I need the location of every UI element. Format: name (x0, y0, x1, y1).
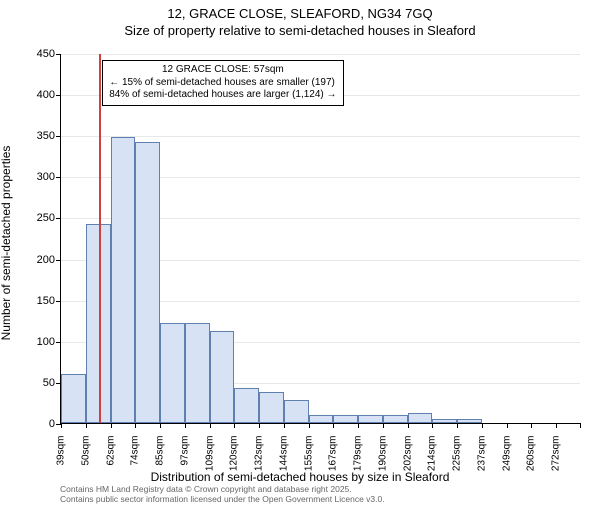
xtick-mark (457, 423, 458, 428)
histogram-bar (210, 331, 235, 423)
histogram-bar (284, 400, 309, 423)
histogram-bar (358, 415, 383, 423)
xtick-label: 225sqm (452, 436, 463, 486)
xtick-label: 144sqm (278, 436, 289, 486)
xtick-label: 50sqm (80, 436, 91, 486)
xtick-label: 202sqm (402, 436, 413, 486)
xtick-mark (185, 423, 186, 428)
annotation-line3: 84% of semi-detached houses are larger (… (109, 89, 336, 102)
xtick-label: 74sqm (130, 436, 141, 486)
histogram-bar (383, 415, 408, 423)
xtick-mark (234, 423, 235, 428)
xtick-mark (61, 423, 62, 428)
chart-title-sub: Size of property relative to semi-detach… (0, 23, 600, 38)
xtick-label: 167sqm (328, 436, 339, 486)
histogram-bar (234, 388, 259, 423)
annotation-line1: 12 GRACE CLOSE: 57sqm (109, 64, 336, 77)
xtick-label: 260sqm (526, 436, 537, 486)
xtick-mark (358, 423, 359, 428)
xtick-mark (86, 423, 87, 428)
xtick-label: 85sqm (155, 436, 166, 486)
ytick-label: 0 (15, 418, 55, 430)
xtick-mark (556, 423, 557, 428)
xtick-label: 39sqm (56, 436, 67, 486)
ytick-mark (56, 260, 61, 261)
xtick-mark (210, 423, 211, 428)
ytick-label: 400 (15, 89, 55, 101)
credits-line2: Contains public sector information licen… (60, 494, 385, 504)
histogram-bar (61, 374, 86, 423)
xtick-mark (482, 423, 483, 428)
xtick-label: 237sqm (476, 436, 487, 486)
ytick-mark (56, 95, 61, 96)
ytick-mark (56, 136, 61, 137)
histogram-bar (135, 142, 160, 423)
histogram-bar (309, 415, 334, 423)
xtick-label: 109sqm (204, 436, 215, 486)
plot-area: 12 GRACE CLOSE: 57sqm← 15% of semi-detac… (60, 54, 580, 424)
ytick-label: 100 (15, 336, 55, 348)
ytick-label: 50 (15, 377, 55, 389)
xtick-mark (580, 423, 581, 428)
histogram-bar (408, 413, 433, 423)
xtick-mark (408, 423, 409, 428)
xtick-label: 249sqm (501, 436, 512, 486)
ytick-mark (56, 54, 61, 55)
histogram-bar (333, 415, 358, 423)
histogram-bar (185, 323, 210, 423)
xtick-mark (333, 423, 334, 428)
xtick-mark (160, 423, 161, 428)
histogram-bar (259, 392, 284, 423)
xtick-label: 155sqm (303, 436, 314, 486)
xtick-mark (507, 423, 508, 428)
ytick-mark (56, 218, 61, 219)
xtick-mark (432, 423, 433, 428)
histogram-bar (160, 323, 185, 423)
histogram-bar (432, 419, 457, 423)
xtick-label: 272sqm (551, 436, 562, 486)
ytick-label: 250 (15, 212, 55, 224)
ytick-label: 450 (15, 48, 55, 60)
xtick-mark (383, 423, 384, 428)
chart-title-main: 12, GRACE CLOSE, SLEAFORD, NG34 7GQ (0, 6, 600, 21)
ytick-label: 300 (15, 171, 55, 183)
xtick-label: 120sqm (229, 436, 240, 486)
ytick-mark (56, 342, 61, 343)
gridline (61, 54, 580, 55)
ytick-mark (56, 301, 61, 302)
credits: Contains HM Land Registry data © Crown c… (60, 484, 385, 504)
xtick-label: 179sqm (353, 436, 364, 486)
xtick-mark (531, 423, 532, 428)
annotation-box: 12 GRACE CLOSE: 57sqm← 15% of semi-detac… (102, 60, 343, 106)
histogram-bar (457, 419, 482, 423)
xtick-label: 97sqm (179, 436, 190, 486)
xtick-label: 214sqm (427, 436, 438, 486)
xtick-mark (135, 423, 136, 428)
xtick-label: 190sqm (377, 436, 388, 486)
gridline (61, 136, 580, 137)
xtick-mark (111, 423, 112, 428)
xtick-mark (309, 423, 310, 428)
histogram-bar (86, 224, 111, 423)
y-axis-label: Number of semi-detached properties (0, 146, 13, 341)
xtick-label: 62sqm (105, 436, 116, 486)
ytick-label: 350 (15, 130, 55, 142)
annotation-line2: ← 15% of semi-detached houses are smalle… (109, 77, 336, 90)
ytick-label: 150 (15, 295, 55, 307)
xtick-mark (259, 423, 260, 428)
ytick-label: 200 (15, 254, 55, 266)
xtick-mark (284, 423, 285, 428)
histogram-bar (111, 137, 136, 423)
ytick-mark (56, 177, 61, 178)
xtick-label: 132sqm (254, 436, 265, 486)
reference-line (99, 54, 101, 423)
